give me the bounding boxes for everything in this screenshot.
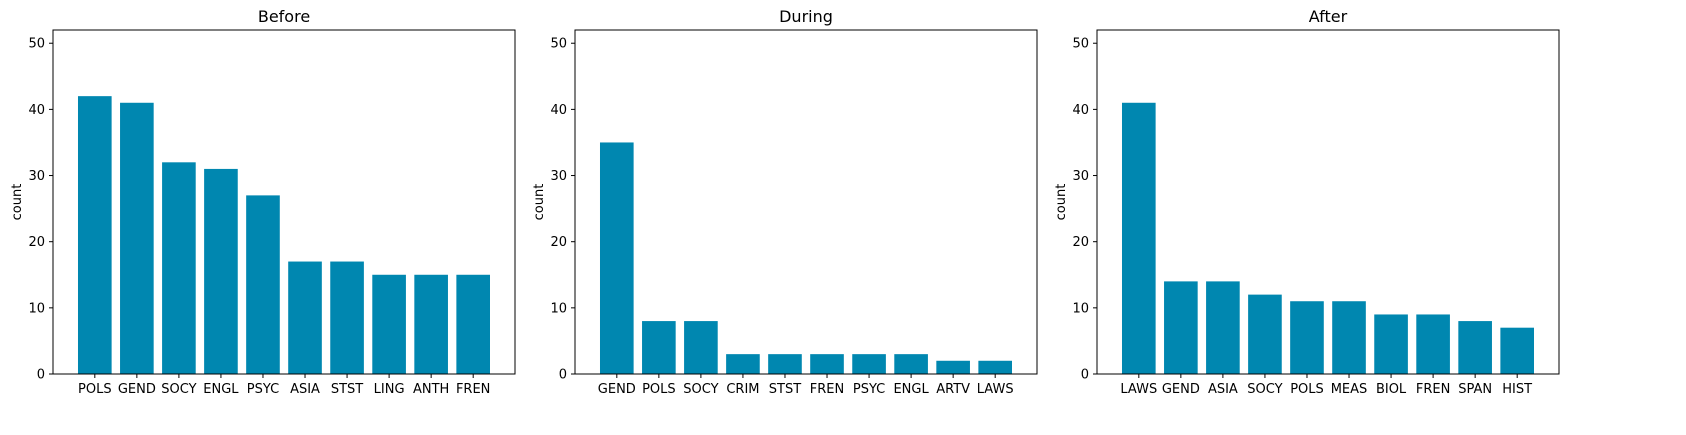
x-tick-label: ENGL (203, 382, 239, 397)
y-axis-label: count (10, 184, 25, 221)
x-tick-label: FREN (1416, 382, 1450, 397)
bar (456, 274, 490, 374)
x-tick-label: FREN (456, 382, 490, 397)
bar (372, 274, 406, 374)
y-tick-label: 30 (550, 169, 567, 184)
y-tick-label: 40 (550, 103, 567, 118)
bar (1248, 294, 1282, 374)
bar (599, 142, 634, 374)
bar (246, 195, 280, 374)
bar (1374, 314, 1408, 374)
x-tick-label: LING (374, 382, 405, 397)
chart-title: After (1309, 7, 1348, 26)
bar (936, 360, 970, 374)
y-tick-label: 20 (28, 235, 45, 250)
x-tick-label: LAWS (977, 382, 1014, 397)
bar (768, 354, 802, 374)
bar (642, 321, 676, 374)
x-tick-label: ARTV (936, 382, 970, 397)
bar (684, 321, 718, 374)
x-tick-label: GEND (1162, 382, 1200, 397)
y-tick-label: 30 (28, 169, 45, 184)
y-tick-label: 30 (1072, 169, 1089, 184)
y-tick-label: 20 (1072, 235, 1089, 250)
x-tick-label: SOCY (1247, 382, 1282, 397)
x-tick-label: SOCY (683, 382, 718, 397)
bar (162, 162, 196, 374)
x-tick-label: POLS (642, 382, 676, 397)
bar (1458, 321, 1492, 374)
bar (1332, 301, 1366, 374)
x-tick-label: ENGL (893, 382, 929, 397)
x-tick-label: SOCY (161, 382, 196, 397)
y-tick-label: 40 (28, 103, 45, 118)
x-tick-label: POLS (1290, 382, 1324, 397)
y-tick-label: 40 (1072, 103, 1089, 118)
x-tick-label: FREN (810, 382, 844, 397)
y-tick-label: 20 (550, 235, 567, 250)
x-tick-label: CRIM (726, 382, 759, 397)
x-tick-label: GEND (118, 382, 156, 397)
x-tick-label: ASIA (1208, 382, 1238, 397)
x-tick-label: PSYC (247, 382, 279, 397)
y-tick-label: 0 (559, 368, 567, 383)
bar (1500, 327, 1534, 374)
y-tick-label: 10 (28, 301, 45, 316)
chart-panel-after: LAWS GEND ASIA SOCY POLS MEAS BIOL FREN SPAN HIST… (1054, 7, 1560, 397)
y-tick-label: 10 (550, 301, 567, 316)
x-tick-label: GEND (598, 382, 636, 397)
x-tick-label: HIST (1502, 382, 1532, 397)
y-tick-label: 50 (1072, 37, 1089, 52)
bar (288, 261, 322, 374)
bar (1290, 301, 1324, 374)
x-tick-label: LAWS (1120, 382, 1157, 397)
bar (1206, 281, 1240, 374)
bar (1121, 102, 1156, 375)
chart-title: Before (258, 7, 310, 26)
bar (330, 261, 364, 374)
y-axis-label: count (1054, 184, 1069, 221)
plot-frame (574, 29, 1038, 375)
y-tick-label: 0 (37, 368, 45, 383)
y-tick-label: 50 (550, 37, 567, 52)
y-tick-label: 50 (28, 37, 45, 52)
y-tick-label: 10 (1072, 301, 1089, 316)
bar (77, 96, 112, 375)
x-tick-label: STST (769, 382, 801, 397)
plot-frame (1096, 29, 1560, 375)
bar (120, 102, 154, 375)
bar (810, 354, 844, 374)
x-tick-label: STST (331, 382, 363, 397)
x-tick-label: ASIA (290, 382, 320, 397)
chart-panel-during: GEND POLS SOCY CRIM STST FREN PSYC ENGL ARTV LAWS… (532, 7, 1038, 397)
bar (852, 354, 886, 374)
chart-title: During (779, 7, 833, 26)
bar (978, 360, 1012, 374)
bar (726, 354, 760, 374)
x-tick-label: POLS (78, 382, 112, 397)
x-tick-label: ANTH (413, 382, 449, 397)
bar (1416, 314, 1450, 374)
x-tick-label: SPAN (1458, 382, 1492, 397)
chart-panel-before: POLS GEND SOCY ENGL PSYC ASIA STST LING ANTH FREN… (10, 7, 516, 397)
bar (414, 274, 448, 374)
bar (1164, 281, 1198, 374)
bar (894, 354, 928, 374)
x-tick-label: MEAS (1331, 382, 1368, 397)
x-tick-label: BIOL (1376, 382, 1407, 397)
x-tick-label: PSYC (853, 382, 885, 397)
y-tick-label: 0 (1081, 368, 1089, 383)
bar (204, 168, 238, 374)
y-axis-label: count (532, 184, 547, 221)
plot-frame (52, 29, 516, 375)
